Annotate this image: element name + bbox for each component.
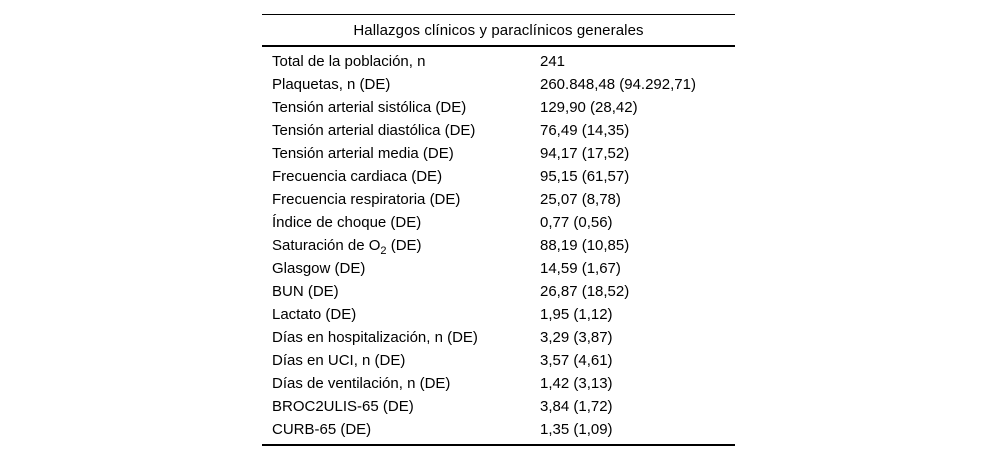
table-row: Total de la población, n 241 [262,50,735,73]
table-row: Frecuencia respiratoria (DE) 25,07 (8,78… [262,188,735,211]
row-value: 3,84 (1,72) [540,398,613,415]
row-label: Glasgow (DE) [272,260,366,277]
row-value: 76,49 (14,35) [540,122,630,139]
row-label: Saturación de O2 (DE) [272,237,422,257]
row-label: Lactato (DE) [272,306,357,323]
row-value: 3,29 (3,87) [540,329,613,346]
row-value: 26,87 (18,52) [540,283,630,300]
row-label: Días en hospitalización, n (DE) [272,329,478,346]
row-label: Días en UCI, n (DE) [272,352,406,369]
table-row: Tensión arterial sistólica (DE) 129,90 (… [262,96,735,119]
row-label: Tensión arterial sistólica (DE) [272,99,467,116]
row-value: 94,17 (17,52) [540,145,630,162]
table-row: Días en UCI, n (DE) 3,57 (4,61) [262,349,735,372]
row-value: 0,77 (0,56) [540,214,613,231]
row-value: 241 [540,53,566,70]
table-body: Total de la población, n 241 Plaquetas, … [262,47,735,446]
row-label: Frecuencia respiratoria (DE) [272,191,461,208]
row-value: 3,57 (4,61) [540,352,613,369]
clinical-findings-table: Hallazgos clínicos y paraclínicos genera… [262,14,735,446]
table-row: Glasgow (DE) 14,59 (1,67) [262,257,735,280]
table-row: Saturación de O2 (DE) 88,19 (10,85) [262,234,735,257]
row-value: 1,35 (1,09) [540,421,613,438]
row-label: Frecuencia cardiaca (DE) [272,168,443,185]
row-label: BUN (DE) [272,283,339,300]
row-value: 1,95 (1,12) [540,306,613,323]
table-row: BUN (DE) 26,87 (18,52) [262,280,735,303]
table-row: Índice de choque (DE) 0,77 (0,56) [262,211,735,234]
row-label: Tensión arterial media (DE) [272,145,454,162]
table-row: Lactato (DE) 1,95 (1,12) [262,303,735,326]
row-label: CURB-65 (DE) [272,421,372,438]
row-value: 1,42 (3,13) [540,375,613,392]
row-value: 95,15 (61,57) [540,168,630,185]
row-label: Días de ventilación, n (DE) [272,375,451,392]
table-title: Hallazgos clínicos y paraclínicos genera… [262,14,735,47]
table-row: Tensión arterial media (DE) 94,17 (17,52… [262,142,735,165]
table-row: Tensión arterial diastólica (DE) 76,49 (… [262,119,735,142]
row-label: Plaquetas, n (DE) [272,76,391,93]
row-value: 88,19 (10,85) [540,237,630,254]
row-value: 260.848,48 (94.292,71) [540,76,696,93]
table-row: Días en hospitalización, n (DE) 3,29 (3,… [262,326,735,349]
row-value: 14,59 (1,67) [540,260,621,277]
table-row: Días de ventilación, n (DE) 1,42 (3,13) [262,372,735,395]
row-value: 25,07 (8,78) [540,191,621,208]
table-row: Plaquetas, n (DE) 260.848,48 (94.292,71) [262,73,735,96]
row-label: BROC2ULIS-65 (DE) [272,398,414,415]
row-label: Total de la población, n [272,53,426,70]
row-value: 129,90 (28,42) [540,99,638,116]
table-row: BROC2ULIS-65 (DE) 3,84 (1,72) [262,395,735,418]
table-row: Frecuencia cardiaca (DE) 95,15 (61,57) [262,165,735,188]
row-label: Tensión arterial diastólica (DE) [272,122,476,139]
table-row: CURB-65 (DE) 1,35 (1,09) [262,418,735,441]
row-label: Índice de choque (DE) [272,214,422,231]
